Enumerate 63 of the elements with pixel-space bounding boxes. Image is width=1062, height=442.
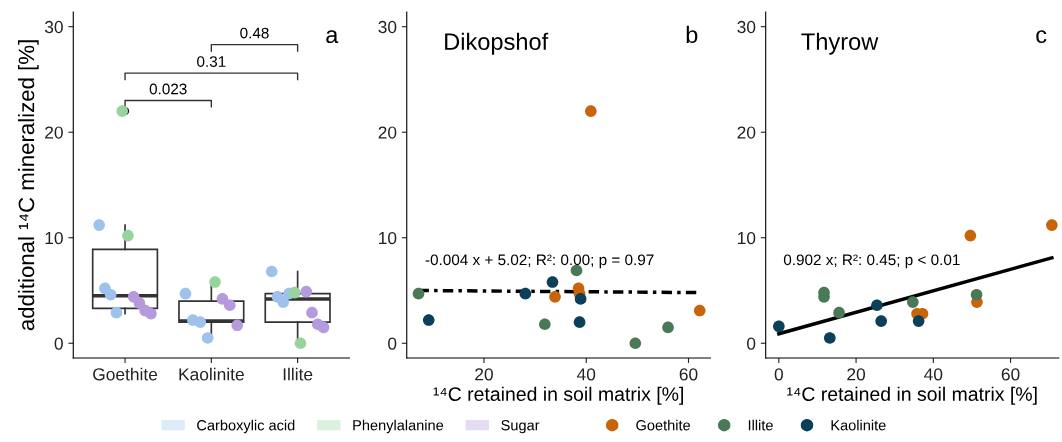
point [573, 316, 586, 328]
point [519, 287, 532, 300]
annotation: b [686, 25, 698, 44]
x-tick-label: 60 [679, 368, 698, 381]
y-tick-label: 30 [378, 20, 397, 34]
point [912, 315, 925, 327]
legend-label: Kaolinite [831, 419, 886, 431]
x-tick-label: 0 [774, 368, 783, 381]
point [546, 276, 559, 288]
point [773, 320, 785, 333]
text: Dikopshof [445, 32, 549, 55]
x-tick-label: Illite [283, 367, 313, 381]
annotation: 0.902 x; R²: 0.45; p < 0.01 [783, 254, 960, 269]
legend-label: Goethite [636, 419, 691, 431]
legend-label: Phenylalanine [353, 419, 444, 434]
y-tick-label: 10 [45, 231, 63, 245]
x-tick-label: 20 [475, 368, 493, 381]
point [833, 306, 845, 319]
point [693, 304, 706, 317]
x-tick-label: Kaolinite [179, 367, 244, 381]
legend-label: Illite [748, 419, 773, 431]
y-tick-label: 10 [379, 231, 397, 245]
y-tick-label: 0 [388, 337, 397, 350]
y-tick-label: 30 [737, 20, 756, 34]
y-tick-label: 20 [737, 126, 756, 139]
y-tick-label: 10 [737, 231, 756, 245]
y-tick-label: 0 [747, 337, 756, 350]
x-tick-label: 40 [576, 368, 596, 381]
annotation: -0.004 x + 5.02; R²: 0.00; p = 0.97 [425, 254, 654, 269]
point [412, 287, 425, 300]
x-tick-label: 20 [847, 368, 866, 381]
point [549, 291, 561, 303]
annotation: c [1036, 30, 1047, 44]
point [539, 318, 551, 331]
x-axis-title: ¹⁴C retained in soil matrix [%] [433, 386, 683, 405]
text: Thyrow [801, 32, 879, 55]
legend-label: Carboxylic acid [197, 419, 295, 434]
annotation: 0.48 [240, 27, 269, 39]
point [422, 314, 435, 326]
annotation: 0.31 [197, 56, 226, 67]
point [970, 288, 983, 301]
legend-label: Sugar [501, 420, 540, 434]
y-tick-label: 20 [45, 126, 63, 139]
text: a [326, 30, 339, 44]
point [574, 293, 587, 305]
annotation: 0.023 [149, 83, 187, 95]
point [964, 229, 977, 242]
x-tick-label: 60 [1001, 368, 1020, 381]
point [662, 321, 674, 334]
y-tick-label: 20 [378, 126, 397, 139]
point [875, 315, 887, 327]
point [824, 332, 836, 344]
point [585, 105, 597, 117]
y-tick-label: 30 [44, 20, 63, 34]
point [871, 299, 883, 312]
point [629, 337, 642, 350]
y-tick-label: 0 [54, 337, 63, 350]
point [907, 296, 919, 308]
x-axis-title: ¹⁴C retained in soil matrix [%] [787, 386, 1037, 405]
point [1046, 219, 1058, 231]
y-axis-title: additional ¹⁴C mineralized [%] [17, 40, 39, 331]
x-tick-label: 40 [924, 368, 943, 381]
x-tick-label: Goethite [93, 367, 158, 381]
